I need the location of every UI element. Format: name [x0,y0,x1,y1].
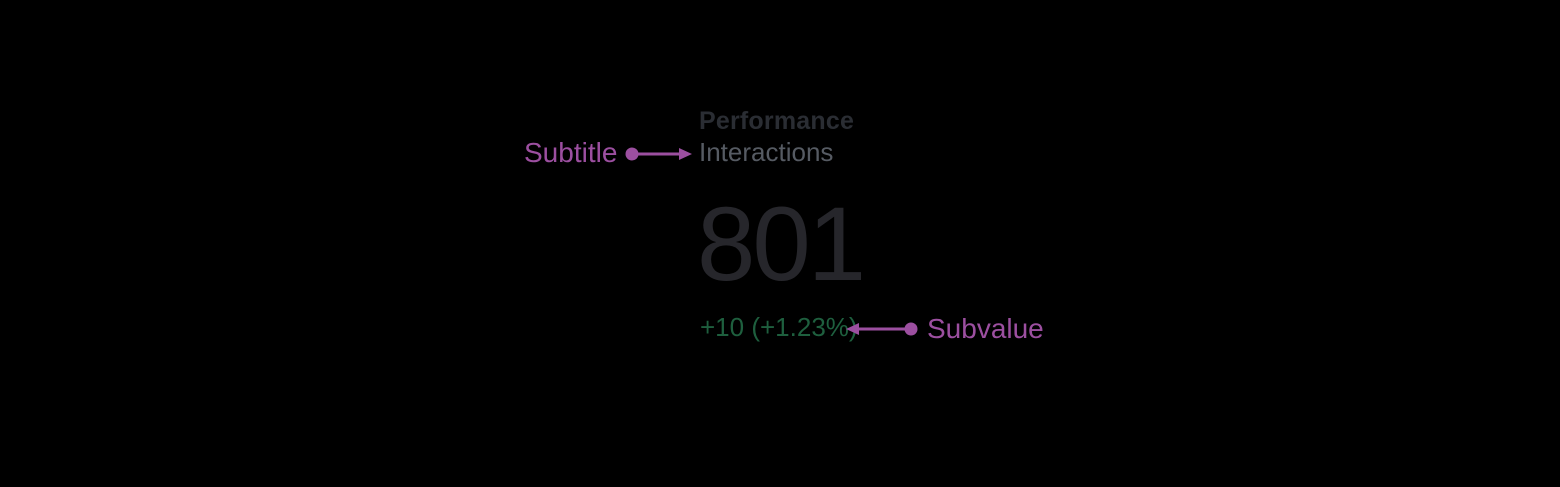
stat-value: 801 [697,186,866,303]
right-arrow-icon [625,147,692,161]
stat-subvalue: +10 (+1.23%) [700,312,858,342]
panel-title: Performance [699,107,855,135]
subtitle-annotation-label: Subtitle [524,137,618,168]
left-arrow-icon [846,322,918,336]
panel-subtitle: Interactions [699,137,834,167]
subvalue-annotation-label: Subvalue [927,313,1044,344]
